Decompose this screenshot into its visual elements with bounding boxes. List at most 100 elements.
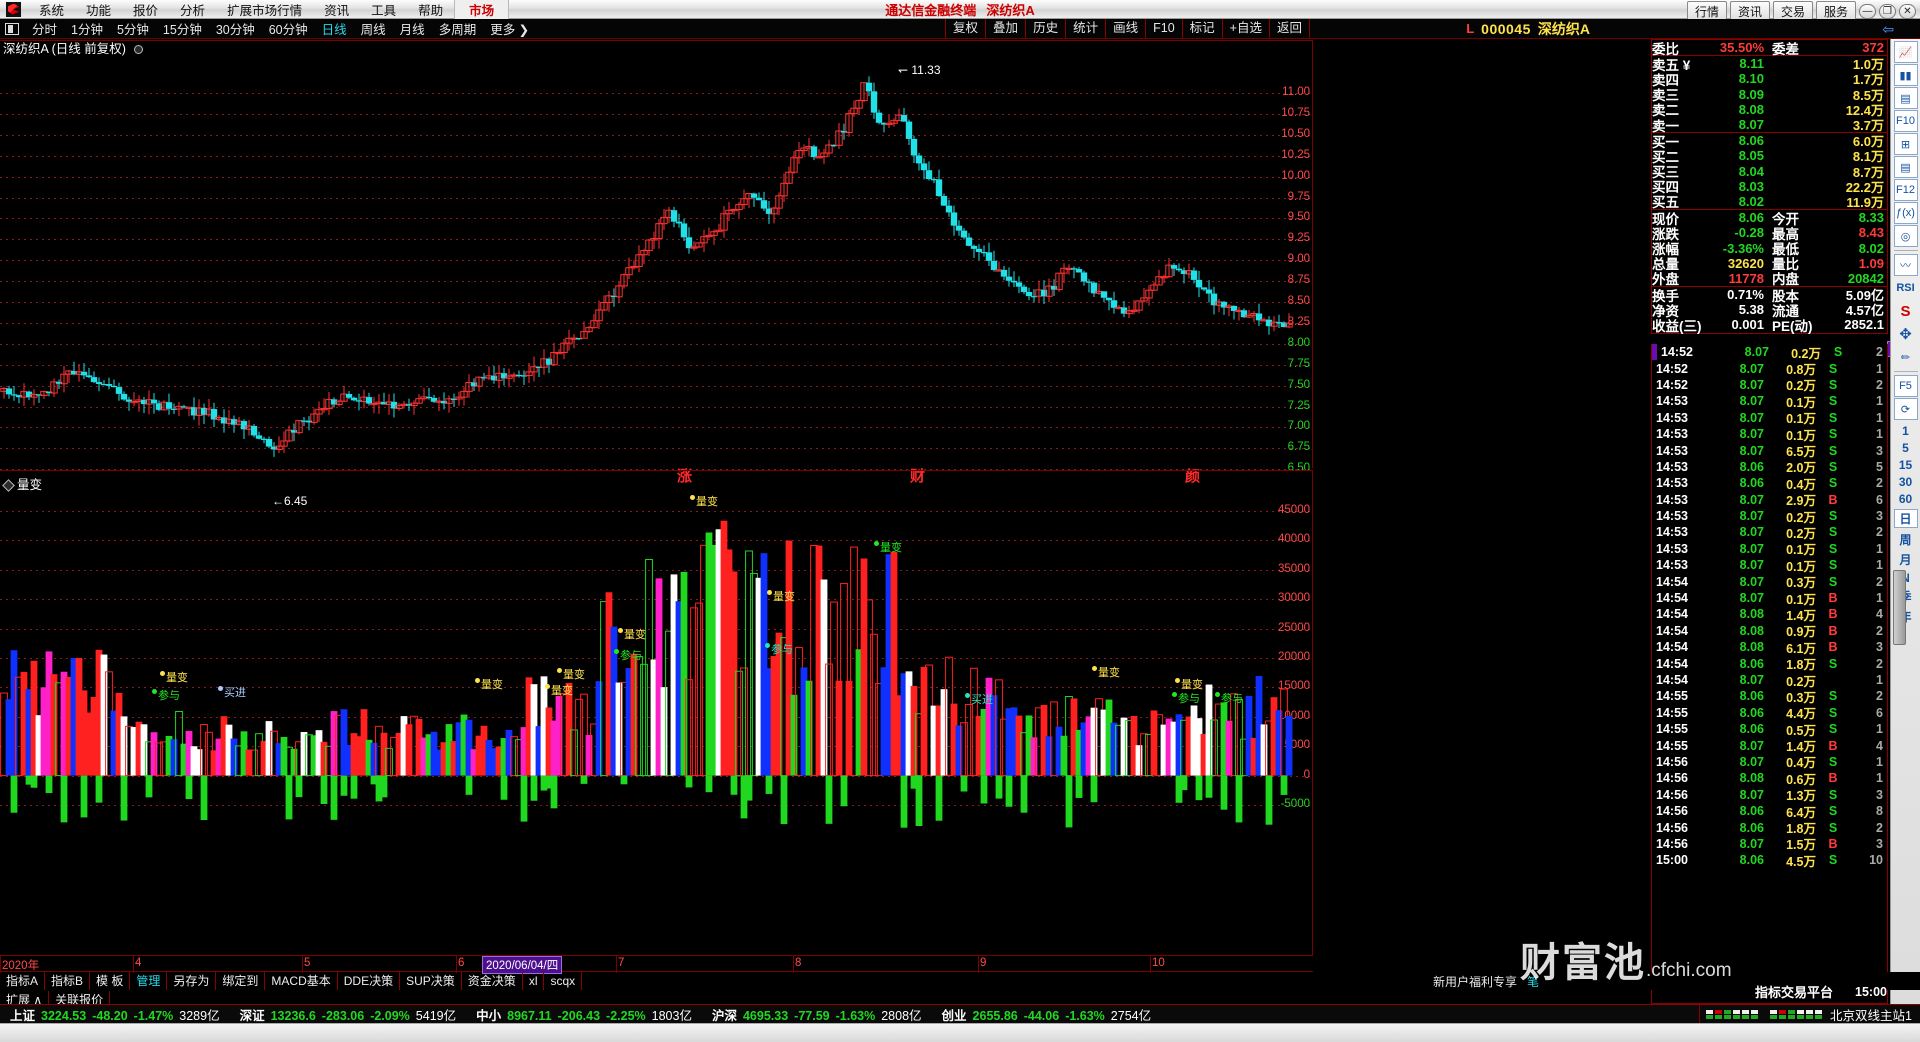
tick-row[interactable]: 14:55 8.07 1.4万 B 4 xyxy=(1652,737,1887,755)
tick-row[interactable]: 14:56 8.08 0.6万 B 1 xyxy=(1652,770,1887,787)
period-more[interactable]: 更多 ❯ xyxy=(490,23,530,37)
period-60min[interactable]: 60分钟 xyxy=(268,23,308,37)
menu-item-function[interactable]: 功能 xyxy=(86,3,112,18)
rail-period-日[interactable]: 日 xyxy=(1893,509,1918,528)
indicator-tab-资金决策[interactable]: 资金决策 xyxy=(462,972,523,990)
tick-row[interactable]: 14:55 8.06 0.5万 S 1 xyxy=(1652,721,1887,738)
period-5min[interactable]: 5分钟 xyxy=(116,23,149,37)
period-multi[interactable]: 多周期 xyxy=(438,23,477,37)
indicator-tab-另存为[interactable]: 另存为 xyxy=(167,972,217,990)
indicator-tab-scqx[interactable]: scqx xyxy=(544,972,583,990)
close-icon[interactable]: ✕ xyxy=(1899,4,1916,19)
promo-link[interactable]: 笔 xyxy=(1527,974,1540,989)
price-chart-panel[interactable]: 11.00 10.75 10.50 10.25 10.00 9.75 9.50 9.25 9.0… xyxy=(0,40,1313,508)
indicator-tab-管理[interactable]: 管理 xyxy=(130,972,168,990)
tick-row[interactable]: 14:53 8.06 0.4万 S 2 xyxy=(1652,475,1887,492)
report-icon[interactable]: ▤ xyxy=(1893,87,1918,109)
rail-scrollbar-thumb[interactable] xyxy=(1893,570,1906,645)
layout-icon[interactable] xyxy=(5,22,19,35)
tick-row[interactable]: 14:53 8.07 0.1万 S 1 xyxy=(1652,393,1887,410)
tick-row[interactable]: 14:53 8.07 0.1万 S 1 xyxy=(1652,557,1887,574)
formula-icon[interactable]: ƒ(x) xyxy=(1893,202,1918,224)
menu-item-market[interactable]: 市场 xyxy=(454,0,510,20)
tick-row[interactable]: 14:54 8.06 1.8万 S 2 xyxy=(1652,655,1887,673)
tab-trade[interactable]: 交易 xyxy=(1772,1,1813,22)
candlestick-icon[interactable]: ▮▮ xyxy=(1893,64,1918,86)
indicator-tab-DDE决策[interactable]: DDE决策 xyxy=(338,972,401,990)
tick-row[interactable]: 14:54 8.07 0.3万 S 2 xyxy=(1652,573,1887,591)
tick-row[interactable]: 14:53 8.07 0.1万 S 1 xyxy=(1652,410,1887,427)
menu-item-tools[interactable]: 工具 xyxy=(371,3,397,18)
menu-item-quotes[interactable]: 报价 xyxy=(133,3,159,18)
tick-row[interactable]: 14:53 8.07 0.2万 S 2 xyxy=(1652,524,1887,541)
back-arrow-icon[interactable]: ⇦ xyxy=(1882,21,1894,37)
tree-icon[interactable]: ⊞ xyxy=(1893,133,1918,155)
indicator-tab-MACD基本[interactable]: MACD基本 xyxy=(265,972,338,990)
s-marker-icon[interactable]: S xyxy=(1900,302,1911,320)
tick-row[interactable]: 14:53 8.07 0.1万 S 1 xyxy=(1652,426,1887,443)
tick-row[interactable]: 14:52 8.07 0.2万 S 2 xyxy=(1652,344,1887,361)
tool-drawline[interactable]: 画线 xyxy=(1105,19,1145,38)
menu-item-extended-market[interactable]: 扩展市场行情 xyxy=(227,3,303,18)
tool-overlay[interactable]: 叠加 xyxy=(985,19,1025,38)
tool-history[interactable]: 历史 xyxy=(1025,19,1065,38)
tick-list[interactable]: 14:52 8.07 0.2万 S 2 14:52 8.07 0.8万 S 1 14:52 8.07 0… xyxy=(1651,344,1888,1004)
tick-row[interactable]: 14:52 8.07 0.2万 S 2 xyxy=(1652,377,1887,394)
tick-row[interactable]: 14:55 8.06 4.4万 S 6 xyxy=(1652,705,1887,722)
period-weekly[interactable]: 周线 xyxy=(360,23,386,37)
rail-period-5[interactable]: 5 xyxy=(1902,441,1909,455)
rsi-icon[interactable]: RSI xyxy=(1896,282,1915,294)
indicator-tab-SUP决策[interactable]: SUP决策 xyxy=(400,972,462,990)
menu-item-system[interactable]: 系统 xyxy=(39,3,65,18)
period-1min[interactable]: 1分钟 xyxy=(71,23,103,37)
tick-row[interactable]: 14:56 8.07 0.4万 S 1 xyxy=(1652,754,1887,771)
f5-icon[interactable]: F5 xyxy=(1893,375,1918,397)
tool-add-watchlist[interactable]: +自选 xyxy=(1221,19,1269,38)
tool-mark[interactable]: 标记 xyxy=(1181,19,1222,38)
tool-stats[interactable]: 统计 xyxy=(1065,19,1105,38)
index-quote[interactable]: 上证 3224.53 -48.20 -1.47% 3289亿 xyxy=(0,1005,230,1024)
refresh-icon[interactable]: ⟳ xyxy=(1893,398,1918,420)
indicator-tab-绑定到[interactable]: 绑定到 xyxy=(216,972,266,990)
rail-period-60[interactable]: 60 xyxy=(1898,492,1913,506)
index-quote[interactable]: 沪深 4695.33 -77.59 -1.63% 2808亿 xyxy=(702,1005,932,1024)
index-quote[interactable]: 创业 2655.86 -44.06 -1.63% 2754亿 xyxy=(932,1005,1162,1024)
indicator-tab-扩展 ∧[interactable]: 扩展 ∧ xyxy=(0,991,50,1009)
menu-item-news[interactable]: 资讯 xyxy=(324,3,350,18)
period-15min[interactable]: 15分钟 xyxy=(162,23,202,37)
circle-icon[interactable]: ◎ xyxy=(1893,225,1918,247)
tick-row[interactable]: 14:53 8.07 6.5万 S 3 xyxy=(1652,442,1887,460)
f12-icon[interactable]: F12 xyxy=(1893,179,1918,201)
tick-row[interactable]: 15:00 8.06 4.5万 S 10 xyxy=(1652,852,1887,869)
restore-icon[interactable]: ❐ xyxy=(1879,4,1896,19)
chart-line-icon[interactable]: 📈 xyxy=(1893,41,1918,63)
rail-period-15[interactable]: 15 xyxy=(1898,458,1913,472)
period-30min[interactable]: 30分钟 xyxy=(215,23,255,37)
volume-indicator-panel[interactable]: 45000 40000 35000 30000 25000 20000 15000 10000… xyxy=(0,470,1313,955)
tick-row[interactable]: 14:54 8.08 0.9万 B 2 xyxy=(1652,623,1887,640)
wave-icon[interactable]: 〰 xyxy=(1893,254,1918,276)
tick-row[interactable]: 14:54 8.07 0.1万 B 1 xyxy=(1652,590,1887,607)
rail-period-月[interactable]: 月 xyxy=(1899,553,1912,567)
tick-row[interactable]: 14:53 8.07 0.1万 S 1 xyxy=(1652,541,1887,558)
tick-row[interactable]: 14:53 8.06 2.0万 S 5 xyxy=(1652,459,1887,476)
tick-row[interactable]: 14:54 8.08 6.1万 B 3 xyxy=(1652,639,1887,656)
index-quote[interactable]: 深证 13236.6 -283.06 -2.09% 5419亿 xyxy=(230,1005,467,1024)
server-status[interactable]: 北京双线主站1 xyxy=(1699,1005,1918,1024)
tab-market[interactable]: 行情 xyxy=(1686,1,1727,22)
indicator-tab-模 板[interactable]: 模 板 xyxy=(90,972,131,990)
move-icon[interactable]: ✥ xyxy=(1899,326,1912,343)
tab-news[interactable]: 资讯 xyxy=(1729,1,1770,22)
tick-row[interactable]: 14:56 8.06 6.4万 S 8 xyxy=(1652,803,1887,820)
tick-row[interactable]: 14:56 8.06 1.8万 S 2 xyxy=(1652,819,1887,837)
chart-settings-icon[interactable] xyxy=(134,45,144,54)
rail-period-30[interactable]: 30 xyxy=(1898,475,1913,489)
menu-item-help[interactable]: 帮助 xyxy=(418,3,444,18)
tick-row[interactable]: 14:52 8.07 0.8万 S 1 xyxy=(1652,360,1887,378)
menu-item-analysis[interactable]: 分析 xyxy=(180,3,206,18)
indicator-toggle-icon[interactable] xyxy=(2,479,15,492)
tool-adjust[interactable]: 复权 xyxy=(945,19,985,38)
indicator-tab-xl[interactable]: xl xyxy=(523,972,545,990)
indicator-tab-关联报价[interactable]: 关联报价 xyxy=(49,991,111,1009)
notes-icon[interactable]: ▤ xyxy=(1893,156,1918,178)
